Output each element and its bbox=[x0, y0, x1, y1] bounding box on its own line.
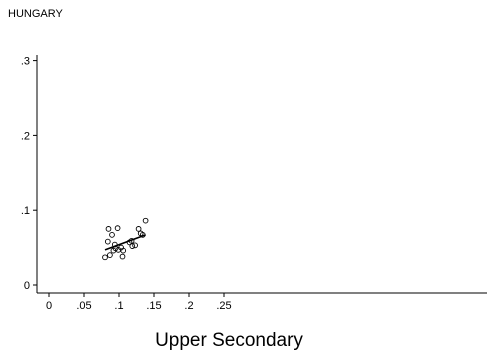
data-point bbox=[107, 252, 113, 258]
x-tick-label: .05 bbox=[76, 300, 91, 312]
data-point bbox=[104, 238, 111, 245]
x-tick-label: .15 bbox=[146, 300, 161, 312]
data-point bbox=[142, 217, 149, 224]
x-axis-label: Upper Secondary bbox=[155, 330, 303, 351]
y-axis-ticks: 0 .1 .2 .3 bbox=[21, 56, 37, 292]
data-points bbox=[102, 217, 149, 261]
data-point bbox=[105, 226, 112, 232]
x-tick-label: .25 bbox=[216, 300, 231, 312]
fit-line-group bbox=[104, 234, 146, 251]
fit-line bbox=[104, 234, 146, 251]
x-axis-ticks: 0 .05 .1 .15 .2 .25 bbox=[46, 293, 232, 312]
y-tick-label: 0 bbox=[24, 280, 30, 292]
y-tick-label: .1 bbox=[21, 205, 30, 217]
data-point bbox=[132, 242, 138, 249]
data-point bbox=[119, 253, 126, 260]
y-tick-label: .3 bbox=[21, 56, 30, 68]
data-point bbox=[139, 232, 146, 238]
data-point bbox=[129, 243, 136, 249]
y-tick-label: .2 bbox=[21, 130, 30, 142]
data-point bbox=[109, 232, 115, 238]
data-point bbox=[120, 247, 127, 254]
data-point bbox=[114, 225, 121, 232]
x-tick-label: 0 bbox=[46, 300, 52, 312]
x-tick-label: .2 bbox=[184, 300, 193, 312]
scatter-plot: 0 .1 .2 .3 0 .05 .1 .15 .2 .25 bbox=[21, 55, 487, 312]
x-tick-label: .1 bbox=[114, 300, 123, 312]
data-point bbox=[111, 241, 118, 248]
data-point bbox=[135, 226, 142, 232]
data-point bbox=[128, 238, 135, 244]
data-point bbox=[102, 254, 108, 261]
panel-title: HUNGARY bbox=[8, 8, 63, 20]
data-point bbox=[112, 245, 119, 252]
